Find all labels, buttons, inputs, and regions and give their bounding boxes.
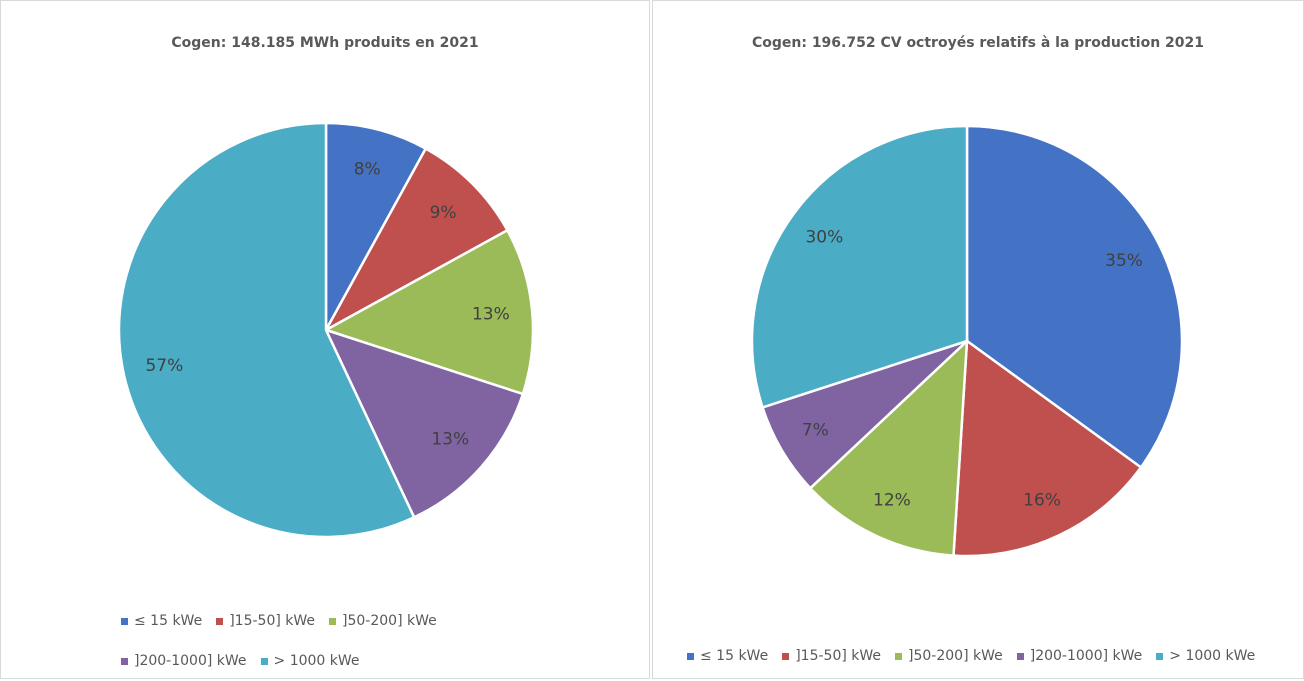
legend-swatch [121,657,128,665]
legend-swatch [121,617,128,625]
pie-slice [952,338,1143,558]
pie-slice [323,327,525,519]
data-label: 7% [802,421,829,441]
legend-label: ]50-200] kWe [908,648,1003,664]
data-label: 13% [472,304,510,324]
legend-swatch [216,617,224,625]
legend-item: ]50-200] kWe [895,636,1003,676]
data-label: 13% [431,430,469,450]
legend-label: ≤ 15 kWe [700,648,769,664]
legend-item: ]50-200] kWe [329,601,437,641]
legend-swatch [782,652,790,660]
legend: ≤ 15 kWe ]15-50] kWe ]50-200] kWe ]200-1000… [121,601,551,681]
data-label: 8% [354,160,381,180]
legend-item: ]200-1000] kWe [1016,636,1143,676]
pie-slice [324,121,428,331]
legend-swatch [1156,652,1164,660]
data-label: 12% [873,491,911,511]
legend-item: ]200-1000] kWe [121,641,247,681]
legend-item: ]15-50] kWe [216,601,315,641]
legend-swatch [1016,652,1024,660]
legend-item: ]15-50] kWe [782,636,881,676]
pie-slice [965,124,1184,470]
legend-item: > 1000 kWe [1156,636,1255,676]
legend-item: ≤ 15 kWe [121,601,202,641]
pie-slice [808,337,969,557]
pie-slice [117,121,416,539]
legend: ≤ 15 kWe ]15-50] kWe ]50-200] kWe ]200-1000… [687,636,1304,676]
legend-item: > 1000 kWe [260,641,360,681]
pie-chart: 8% 9% 13% 13% 57% [117,121,535,539]
data-label: 16% [1023,491,1061,511]
legend-swatch [687,652,694,660]
chart-panel: Cogen: 196.752 CV octroyés relatifs à la… [652,0,1304,679]
legend-swatch [329,617,337,625]
legend-label: ]15-50] kWe [229,613,316,629]
chart-title: Cogen: 148.185 MWh produits en 2021 [171,35,479,51]
chart-panel: Cogen: 148.185 MWh produits en 2021 8% 9% 1… [0,0,650,679]
legend-label: > 1000 kWe [1169,648,1256,664]
data-label: 9% [430,203,457,223]
data-label: 35% [1105,251,1143,271]
chart-title: Cogen: 196.752 CV octroyés relatifs à la… [751,35,1205,51]
legend-swatch [260,657,268,665]
pie-slice [322,146,510,334]
legend-label: ]200-1000] kWe [134,653,247,669]
legend-label: ]15-50] kWe [795,648,882,664]
data-label: 30% [805,227,843,247]
legend-item: ≤ 15 kWe [687,636,768,676]
pie-slice [750,124,969,410]
legend-label: > 1000 kWe [273,653,360,669]
legend-label: ]50-200] kWe [342,613,437,629]
legend-label: ]200-1000] kWe [1029,648,1143,664]
pie-chart: 35% 16% 12% 7% 30% [750,124,1184,558]
pie-slice [322,228,535,396]
data-label: 57% [145,356,183,376]
legend-swatch [895,652,903,660]
legend-label: ≤ 15 kWe [134,613,203,629]
